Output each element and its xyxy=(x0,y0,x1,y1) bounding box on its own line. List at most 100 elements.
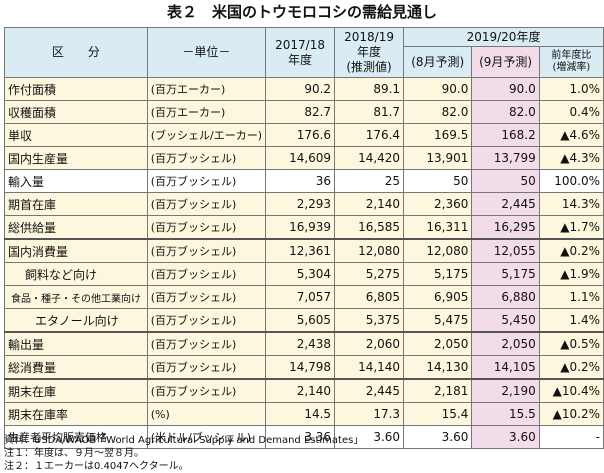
row-2018: 16,585 xyxy=(334,215,405,240)
row-2018: 89.1 xyxy=(334,77,405,101)
row-aug: 2,181 xyxy=(403,378,473,403)
row-aug: 14,130 xyxy=(403,355,473,380)
row-2018: 12,080 xyxy=(334,238,405,263)
row-sep: 13,799 xyxy=(471,146,540,170)
row-2018: 2,060 xyxy=(334,331,405,356)
row-item: 輸入量 xyxy=(4,169,148,193)
row-2017: 2,438 xyxy=(265,331,336,356)
header-aug: (8月予測) xyxy=(403,46,473,78)
table-row: 食品・種子・その他工業向け (百万ブッシェル) 7,057 6,805 6,905 6,8… xyxy=(4,285,604,309)
row-yoy: ▲1.9% xyxy=(538,262,604,286)
table-body: 作付面積 (百万エーカー) 90.2 89.1 90.0 90.0 1.0% 収穫面積 (百万エ… xyxy=(4,77,604,449)
row-item: 食品・種子・その他工業向け xyxy=(4,285,148,309)
row-2018: 176.4 xyxy=(334,123,405,147)
row-yoy: - xyxy=(538,425,604,449)
note-1: 注１：年度は、９月～翌８月。 xyxy=(4,448,144,459)
row-aug: 5,475 xyxy=(403,308,473,333)
header-unit: －単位－ xyxy=(146,27,267,78)
note-2: 注２：１エーカーは0.4047ヘクタール。 xyxy=(4,461,189,472)
row-item: 国内消費量 xyxy=(4,238,148,263)
supply-demand-table: 区 分 －単位－ 2017/18 年度 2018/19 年度 (推測値) 2019/2… xyxy=(4,27,604,449)
table-row: 輸入量 (百万ブッシェル) 36 25 50 50 100.0% xyxy=(4,169,604,193)
row-2017: 7,057 xyxy=(265,285,336,309)
row-2017: 16,939 xyxy=(265,215,336,240)
row-item: 総消費量 xyxy=(4,355,148,380)
row-2018: 5,275 xyxy=(334,262,405,286)
row-yoy: 1.0% xyxy=(538,77,604,101)
row-yoy: ▲0.2% xyxy=(538,355,604,380)
row-aug: 16,311 xyxy=(403,215,473,240)
page-title: 表２ 米国のトウモロコシの需給見通し xyxy=(166,3,437,21)
row-2018: 2,445 xyxy=(334,378,405,403)
table-row: 期首在庫 (百万ブッシェル) 2,293 2,140 2,360 2,445 14.3% xyxy=(4,192,604,216)
row-aug: 2,360 xyxy=(403,192,473,216)
row-2017: 5,605 xyxy=(265,308,336,333)
table-row: 期末在庫 (百万ブッシェル) 2,140 2,445 2,181 2,190 ▲10.4% xyxy=(4,378,604,403)
row-sep: 82.0 xyxy=(471,100,540,124)
row-2017: 5,304 xyxy=(265,262,336,286)
row-item: エタノール向け xyxy=(4,308,148,333)
row-sep: 168.2 xyxy=(471,123,540,147)
row-2017: 90.2 xyxy=(265,77,336,101)
header-2018: 2018/19 年度 (推測値) xyxy=(334,27,405,78)
header-yoy: 前年度比 (増減率) xyxy=(538,46,604,78)
row-2018: 3.60 xyxy=(334,425,405,449)
row-2017: 176.6 xyxy=(265,123,336,147)
table-row: 飼料など向け (百万ブッシェル) 5,304 5,275 5,175 5,175 ▲1.9% xyxy=(4,262,604,286)
row-item: 生産者平均販売価格 xyxy=(4,425,148,449)
row-yoy: ▲0.5% xyxy=(538,331,604,356)
row-2017: 2,293 xyxy=(265,192,336,216)
row-sep: 3.60 xyxy=(471,425,540,449)
row-yoy: 100.0% xyxy=(538,169,604,193)
row-aug: 6,905 xyxy=(403,285,473,309)
table-row: 期末在庫率 (%) 14.5 17.3 15.4 15.5 ▲10.2% xyxy=(4,402,604,426)
row-unit: (百万ブッシェル) xyxy=(146,169,267,193)
row-2018: 17.3 xyxy=(334,402,405,426)
header-2017: 2017/18 年度 xyxy=(265,27,336,78)
row-item: 国内生産量 xyxy=(4,146,148,170)
header-yoy-l1: 前年度比 xyxy=(551,50,592,61)
header-2017-l1: 2017/18 xyxy=(275,37,325,52)
row-unit: (百万ブッシェル) xyxy=(146,146,267,170)
row-2018: 81.7 xyxy=(334,100,405,124)
row-unit: (%) xyxy=(146,402,267,426)
row-aug: 169.5 xyxy=(403,123,473,147)
header-item: 区 分 xyxy=(4,27,148,78)
row-sep: 2,050 xyxy=(471,331,540,356)
footnotes: 資料：USDA/WAOB「World Agricultural Supply a… xyxy=(4,434,604,473)
table-row: 国内消費量 (百万ブッシェル) 12,361 12,080 12,080 12,055 ▲0… xyxy=(4,238,604,263)
row-2017: 36 xyxy=(265,169,336,193)
table-row: エタノール向け (百万ブッシェル) 5,605 5,375 5,475 5,450 1.4% xyxy=(4,308,604,333)
row-sep: 5,450 xyxy=(471,308,540,333)
row-2018: 14,420 xyxy=(334,146,405,170)
row-2017: 2,140 xyxy=(265,378,336,403)
row-yoy: ▲10.2% xyxy=(538,402,604,426)
row-aug: 2,050 xyxy=(403,331,473,356)
row-unit: (ブッシェル/エーカー) xyxy=(146,123,267,147)
row-unit: (百万ブッシェル) xyxy=(146,285,267,309)
row-aug: 3.60 xyxy=(403,425,473,449)
row-item: 期末在庫率 xyxy=(4,402,148,426)
row-yoy: 1.1% xyxy=(538,285,604,309)
row-sep: 12,055 xyxy=(471,238,540,263)
header-2018-l1: 2018/19 xyxy=(344,30,394,44)
row-unit: (百万ブッシェル) xyxy=(146,262,267,286)
row-item: 作付面積 xyxy=(4,77,148,101)
row-2018: 5,375 xyxy=(334,308,405,333)
row-aug: 82.0 xyxy=(403,100,473,124)
table-row: 国内生産量 (百万ブッシェル) 14,609 14,420 13,901 13,799 ▲4… xyxy=(4,146,604,170)
row-2018: 25 xyxy=(334,169,405,193)
row-item: 単収 xyxy=(4,123,148,147)
row-sep: 50 xyxy=(471,169,540,193)
row-yoy: ▲1.7% xyxy=(538,215,604,240)
row-unit: (百万ブッシェル) xyxy=(146,192,267,216)
row-2017: 14,609 xyxy=(265,146,336,170)
table-row: 作付面積 (百万エーカー) 90.2 89.1 90.0 90.0 1.0% xyxy=(4,77,604,101)
table-row: 収穫面積 (百万エーカー) 82.7 81.7 82.0 82.0 0.4% xyxy=(4,100,604,124)
row-2017: 14,798 xyxy=(265,355,336,380)
row-aug: 15.4 xyxy=(403,402,473,426)
row-item: 収穫面積 xyxy=(4,100,148,124)
header-2018-l3: (推測値) xyxy=(346,60,392,74)
table-row: 総消費量 (百万ブッシェル) 14,798 14,140 14,130 14,105 ▲0.… xyxy=(4,355,604,380)
row-2018: 14,140 xyxy=(334,355,405,380)
